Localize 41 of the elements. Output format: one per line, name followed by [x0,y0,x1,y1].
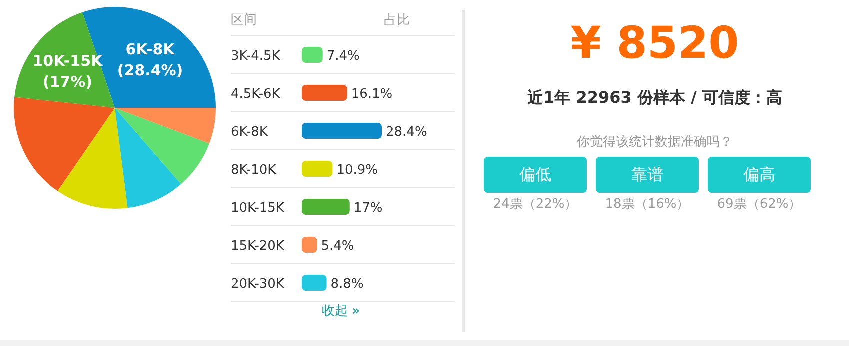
data-label: 7.4% [326,49,360,64]
text: 偏高 [708,157,811,193]
data-label: 28.4% [386,125,428,140]
bar [302,275,327,291]
data-label: 16.1% [351,87,393,102]
data-label: 10.9% [336,163,378,178]
y-tick-label: 6K-8K [231,125,268,140]
bar [302,161,333,177]
pie-slice [115,108,216,144]
pie-slice [14,97,115,192]
data-label: (17%) [42,73,93,92]
bar [302,199,350,215]
data-label: 5.4% [321,239,354,254]
pie-slice [115,108,182,208]
text: 偏低 [484,157,587,193]
y-tick-label: 3K-4.5K [231,49,281,64]
pie-slice [58,108,128,209]
data-label: 8.8% [330,277,364,292]
pie-slice [115,108,210,184]
x-axis-title: 占比 [384,12,410,29]
bar [302,123,382,139]
y-tick-label: 10K-15K [231,201,285,216]
y-tick-label: 8K-10K [231,163,277,178]
data-label: 17% [354,201,383,216]
text: 18票（16%） [604,196,691,213]
y-tick-label: 4.5K-6K [231,87,281,102]
y-tick-label: 15K-20K [231,239,285,254]
text: 近1年 22963 份样本 / 可信度：高 [526,88,784,109]
y-tick-label: 20K-30K [231,277,285,292]
y-axis-title: 区间 [231,12,257,29]
text: 69票（62%） [716,196,803,213]
text: ¥ 8520 [570,17,740,71]
text: 24票（22%） [492,196,579,213]
text: 你觉得该统计数据准确吗？ [576,134,734,151]
bar [302,47,323,63]
text: 靠谱 [596,157,699,193]
data-label: (28.4%) [117,62,184,80]
text: 收起 » [320,303,362,320]
bar [302,237,318,253]
slice-label: 6K-8K [126,40,176,59]
bar [302,85,348,101]
